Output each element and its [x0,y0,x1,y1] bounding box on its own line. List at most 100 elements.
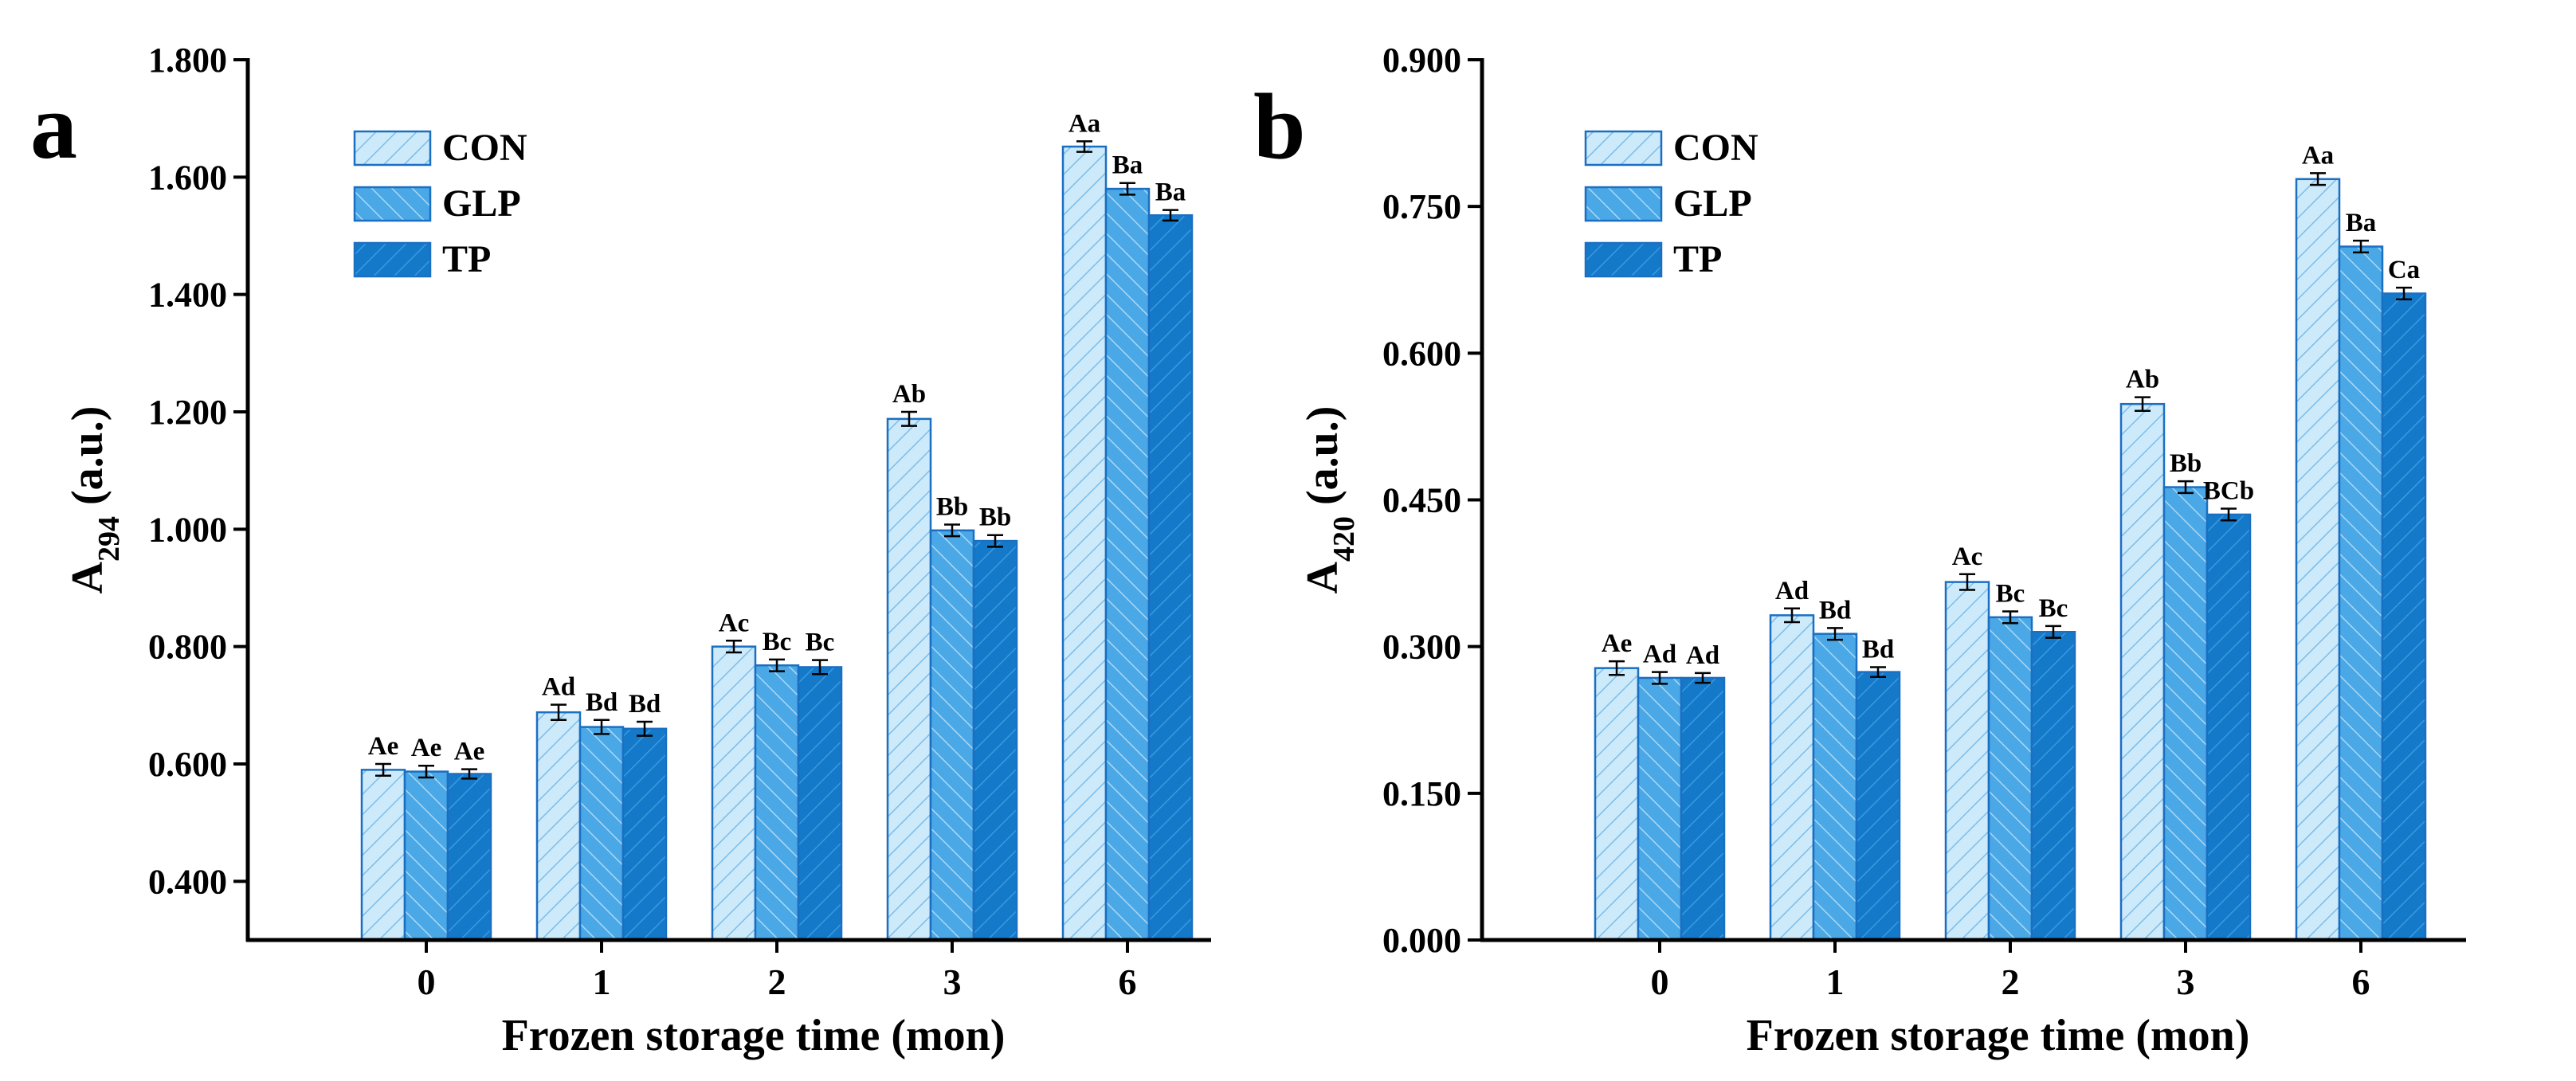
significance-label: Bc [1996,579,2025,608]
bar-glp-1 [578,726,625,942]
y-axis-ticks: 0.000 0.150 0.300 0.450 0.600 0.750 0.900 [1382,41,1482,960]
bar-con-1 [1769,614,1815,942]
legend-swatch-tp [353,241,432,278]
bar-con-0 [360,769,406,942]
significance-label: Bc [763,628,792,656]
y-axis-title-unit: (a.u.) [63,406,112,516]
x-tick-label: 2 [768,962,786,1002]
significance-label: Ae [454,738,484,766]
y-tick-label: 0.450 [1382,481,1461,520]
bar-glp-6 [2338,245,2384,942]
chart-panel-b: b 0.000 0.150 0.300 0.450 0.600 0.750 0.900 Ae… [1253,41,2466,1060]
y-tick-label: 1.800 [148,41,227,80]
bar-glp-6 [1104,187,1151,942]
y-axis-title-subscript: 420 [1327,516,1361,562]
axes [245,58,1211,942]
significance-label: Ba [1155,178,1186,207]
bar-tp-1 [1855,671,1901,942]
legend: CON GLP TP [1584,127,1759,280]
significance-label: Ab [2126,366,2159,394]
y-tick-label: 1.600 [148,158,227,197]
x-axis-ticks: 0 1 2 3 6 [1651,940,2370,1002]
x-tick-label: 0 [1651,962,1669,1002]
significance-label: Bd [1862,635,1894,664]
y-tick-label: 1.200 [148,393,227,432]
y-axis-title-main: A [63,561,112,593]
bar-tp-2 [797,666,843,942]
significance-label: Ad [1643,640,1676,669]
y-tick-label: 0.600 [148,745,227,784]
x-tick-label: 3 [943,962,962,1002]
legend-swatch-tp [1584,241,1663,278]
y-tick-label: 1.400 [148,276,227,315]
y-tick-label: 0.300 [1382,628,1461,667]
chart-panel-a: a 0.400 0.600 0.800 1.000 1.200 1.400 1.600 1.8… [30,41,1211,1060]
significance-label: Bc [2039,594,2068,623]
significance-label: Bb [979,503,1011,532]
significance-label: Ad [1775,577,1809,605]
y-axis-title-subscript: 294 [92,516,126,562]
bar-tp-2 [2030,631,2076,942]
x-tick-label: 6 [2352,962,2370,1002]
bar-con-2 [1944,581,1990,942]
y-tick-label: 0.600 [1382,334,1461,373]
legend-label-con: CON [442,127,527,169]
bar-glp-1 [1812,633,1858,942]
legend: CON GLP TP [353,127,527,280]
y-tick-label: 0.800 [148,628,227,667]
y-tick-label: 0.000 [1382,921,1461,960]
y-axis-title: A420 (a.u.) [1298,406,1361,594]
significance-label: Ae [1602,629,1632,658]
y-tick-label: 0.150 [1382,774,1461,813]
bar-glp-0 [1637,676,1683,942]
significance-label: Ba [2346,209,2377,237]
significance-label: Ae [411,734,441,762]
significance-label: Ad [542,673,575,702]
y-tick-label: 0.900 [1382,41,1461,80]
y-tick-label: 0.750 [1382,187,1461,226]
y-axis-title-unit: (a.u.) [1298,406,1347,516]
y-tick-label: 1.000 [148,510,227,549]
x-axis-ticks: 0 1 2 3 6 [418,940,1137,1002]
legend-swatch-glp [1584,186,1663,222]
bar-tp-6 [1147,213,1194,942]
bar-glp-3 [929,529,975,942]
bar-glp-0 [403,770,449,942]
significance-label: Ac [1952,542,1982,571]
x-tick-label: 1 [1826,962,1845,1002]
bar-con-3 [886,417,932,942]
x-tick-label: 1 [593,962,611,1002]
significance-label: Bd [629,690,661,719]
x-tick-label: 0 [418,962,436,1002]
y-axis-title-main: A [1298,561,1347,593]
bar-con-1 [535,711,582,942]
significance-label: Bd [586,688,618,717]
panel-label: a [30,74,77,178]
significance-label: Ac [719,609,749,637]
significance-label: Ba [1112,151,1143,180]
y-tick-label: 0.400 [148,862,227,901]
significance-label: Ca [2388,256,2420,284]
legend-label-con: CON [1673,127,1759,169]
legend-label-tp: TP [1673,238,1722,280]
bar-con-6 [2295,178,2341,942]
panel-label: b [1253,74,1306,178]
bar-glp-2 [1987,616,2033,942]
bar-tp-3 [972,539,1018,942]
y-axis-ticks: 0.400 0.600 0.800 1.000 1.200 1.400 1.600 1.800 [148,41,248,901]
bar-con-2 [711,645,757,942]
significance-label: BCb [2203,477,2254,506]
legend-swatch-con [353,130,432,166]
x-axis-title: Frozen storage time (mon) [1747,1011,2250,1060]
significance-label: Bb [2170,449,2202,478]
significance-label: Ad [1686,641,1719,670]
bar-glp-2 [754,664,800,942]
significance-label: Ab [892,380,926,409]
legend-swatch-con [1584,130,1663,166]
bar-tp-1 [621,727,668,942]
bar-tp-3 [2205,513,2252,942]
bar-tp-0 [1680,676,1726,942]
axes [1480,58,2466,942]
